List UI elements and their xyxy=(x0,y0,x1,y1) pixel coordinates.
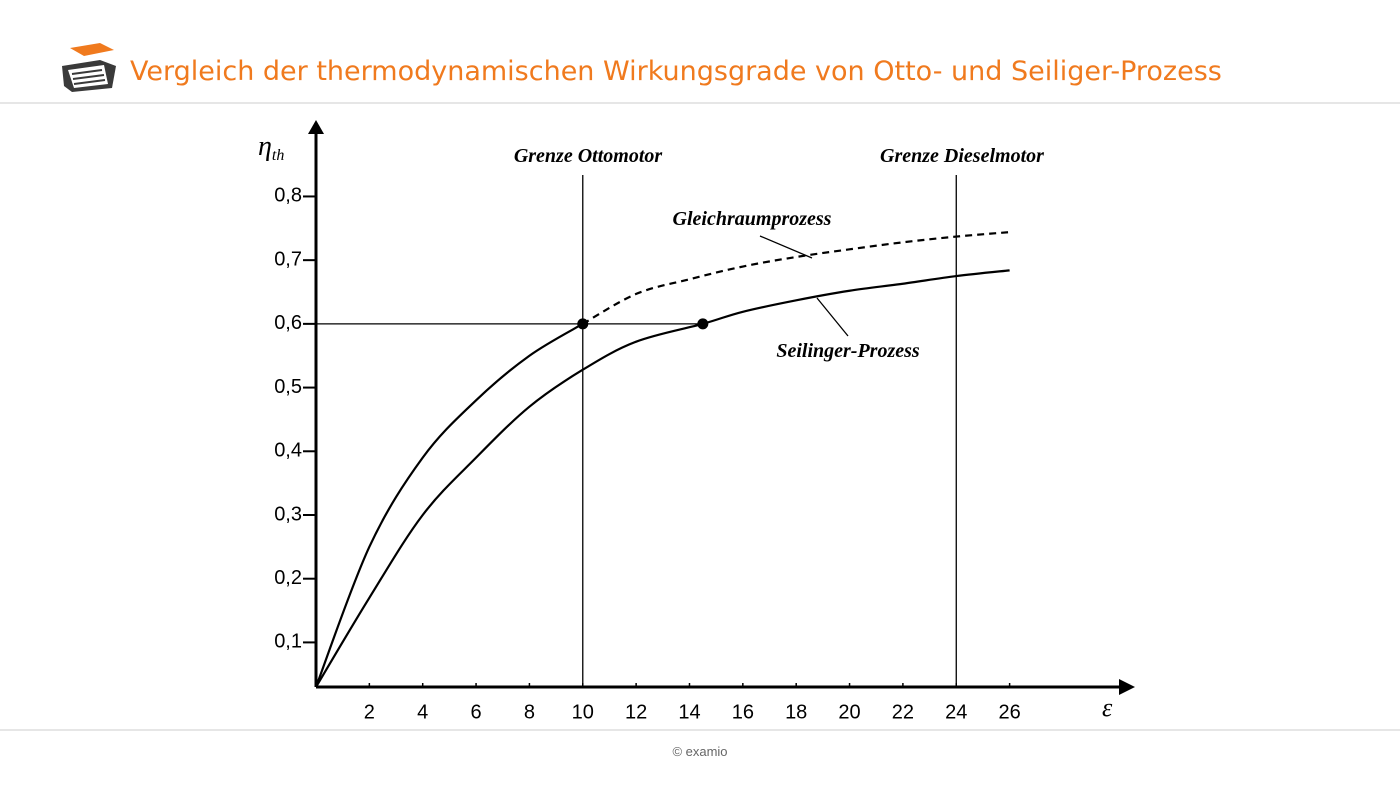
x-tick-label: 14 xyxy=(678,701,700,723)
x-tick-label: 8 xyxy=(524,701,535,723)
x-tick-label: 26 xyxy=(998,701,1020,723)
logo xyxy=(62,43,116,92)
series-line xyxy=(315,269,1010,688)
x-tick-label: 4 xyxy=(417,701,428,723)
y-tick-label: 0,7 xyxy=(274,248,302,270)
series-label: Gleichraumprozess xyxy=(673,208,832,230)
reference-label: Grenze Dieselmotor xyxy=(880,145,1044,167)
marker-point xyxy=(697,318,709,330)
x-axis-arrow xyxy=(1119,679,1135,695)
marker-point xyxy=(577,318,589,330)
x-axis-label: ε xyxy=(1102,693,1113,722)
series-line xyxy=(314,322,584,688)
reference-label: Grenze Ottomotor xyxy=(514,145,663,167)
x-tick-label: 20 xyxy=(838,701,860,723)
series-label: Seilinger-Prozess xyxy=(776,340,920,362)
y-tick-label: 0,5 xyxy=(274,376,302,398)
page-title: Vergleich der thermodynamischen Wirkungs… xyxy=(130,56,1222,87)
y-tick-label: 0,8 xyxy=(274,185,302,207)
y-axis-arrow xyxy=(308,120,324,134)
y-axis-label: ηth xyxy=(258,131,284,164)
y-tick-label: 0,6 xyxy=(274,312,302,334)
y-tick-label: 0,4 xyxy=(274,440,302,462)
x-tick-label: 18 xyxy=(785,701,807,723)
label-leader xyxy=(816,297,849,337)
x-tick-label: 16 xyxy=(732,701,754,723)
y-axis-subscript: th xyxy=(272,147,284,164)
x-tick-label: 6 xyxy=(471,701,482,723)
x-tick-label: 2 xyxy=(364,701,375,723)
y-tick-label: 0,1 xyxy=(274,631,302,653)
series-line-dashed xyxy=(582,231,1010,325)
label-leader xyxy=(759,235,813,259)
y-axis-symbol: η xyxy=(258,131,272,162)
x-tick-label: 10 xyxy=(572,701,594,723)
y-tick-label: 0,3 xyxy=(274,503,302,525)
x-tick-label: 12 xyxy=(625,701,647,723)
footer-text: © examio xyxy=(672,744,727,759)
x-tick-label: 22 xyxy=(892,701,914,723)
y-tick-label: 0,2 xyxy=(274,567,302,589)
x-tick-label: 24 xyxy=(945,701,967,723)
